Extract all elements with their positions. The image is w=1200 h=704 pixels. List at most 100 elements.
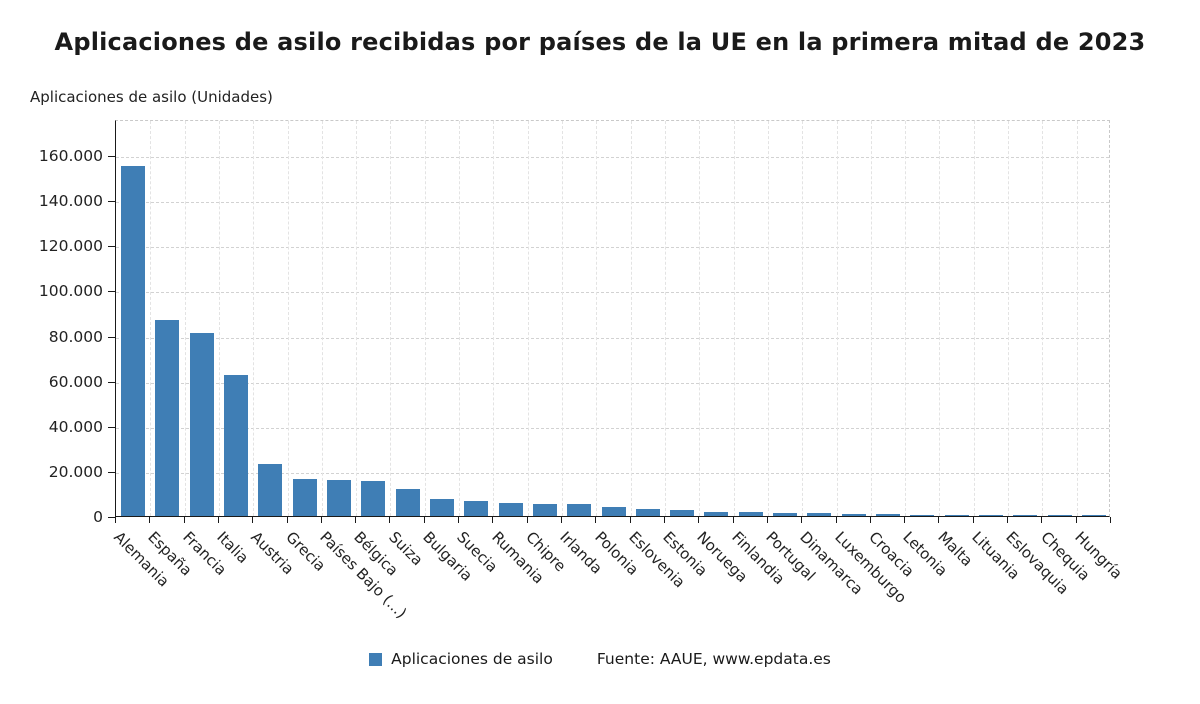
- x-tick-mark: [732, 517, 734, 523]
- gridline: [905, 121, 907, 516]
- bar-Dinamarca: [807, 513, 832, 516]
- gridline: [802, 121, 804, 516]
- gridline: [1076, 121, 1078, 516]
- x-tick-mark: [389, 517, 391, 523]
- y-tick-label: 100.000: [38, 282, 103, 301]
- bar-Suiza: [395, 489, 420, 516]
- gridline: [767, 121, 769, 516]
- x-tick-mark: [252, 517, 254, 523]
- gridline: [836, 121, 838, 516]
- bar-Alemania: [121, 166, 146, 516]
- gridline: [116, 247, 1109, 249]
- gridline: [1008, 121, 1010, 516]
- bar-Hungría: [1081, 515, 1106, 516]
- gridline: [287, 121, 289, 516]
- gridline: [939, 121, 941, 516]
- chart-footer: Aplicaciones de asilo Fuente: AAUE, www.…: [0, 650, 1200, 668]
- gridline: [116, 427, 1109, 429]
- y-tick-label: 0: [93, 508, 103, 526]
- x-tick-mark: [904, 517, 906, 523]
- gridline: [253, 121, 255, 516]
- y-tick-label: 20.000: [48, 462, 103, 481]
- gridline: [116, 472, 1109, 474]
- plot-area: [115, 120, 1110, 517]
- y-tick-label: 60.000: [48, 372, 103, 391]
- x-tick-mark: [217, 517, 219, 523]
- y-tick-mark: [108, 381, 115, 383]
- gridline: [1042, 121, 1044, 516]
- bar-Portugal: [773, 513, 798, 516]
- gridline: [116, 337, 1109, 339]
- gridline: [596, 121, 598, 516]
- bar-España: [155, 320, 180, 516]
- gridline: [699, 121, 701, 516]
- bar-Suecia: [464, 501, 489, 516]
- x-tick-mark: [458, 517, 460, 523]
- bar-Austria: [258, 464, 283, 516]
- gridline: [116, 202, 1109, 204]
- bar-Malta: [944, 515, 969, 516]
- x-axis-labels: Alemania España Francia Italia Austria Grecia…: [110, 518, 1125, 643]
- x-tick-mark: [1075, 517, 1077, 523]
- y-tick-mark: [108, 156, 115, 158]
- gridline: [356, 121, 358, 516]
- x-tick-mark: [1110, 517, 1111, 523]
- x-tick-mark: [355, 517, 357, 523]
- y-tick-mark: [108, 426, 115, 428]
- x-tick-mark: [561, 517, 563, 523]
- y-tick-mark: [108, 336, 115, 338]
- gridline: [733, 121, 735, 516]
- y-tick-mark: [108, 201, 115, 203]
- x-tick-mark: [1007, 517, 1009, 523]
- source-text: Fuente: AAUE, www.epdata.es: [596, 650, 831, 668]
- legend-swatch: [369, 652, 383, 666]
- legend-label: Aplicaciones de asilo: [391, 650, 553, 668]
- gridline: [870, 121, 872, 516]
- gridline: [630, 121, 632, 516]
- gridline: [116, 157, 1109, 159]
- y-tick-label: 40.000: [48, 417, 103, 436]
- x-tick-mark: [698, 517, 700, 523]
- gridline: [116, 382, 1109, 384]
- y-tick-label: 160.000: [38, 147, 103, 166]
- x-tick-mark: [766, 517, 768, 523]
- bar-Polonia: [601, 507, 626, 516]
- bar-Eslovaquia: [1013, 515, 1038, 516]
- y-tick-label: 120.000: [38, 237, 103, 256]
- x-tick-mark: [938, 517, 940, 523]
- x-tick-mark: [149, 517, 151, 523]
- bar-Chequia: [1047, 515, 1072, 516]
- gridline: [184, 121, 186, 516]
- bar-Francia: [189, 333, 214, 516]
- y-axis: 0 20.000 40.000 60.000 80.000 100.000 120.000 1…: [0, 120, 103, 526]
- y-tick-label: 80.000: [48, 327, 103, 346]
- bar-Finlandia: [738, 512, 763, 516]
- chart-title: Aplicaciones de asilo recibidas por país…: [54, 28, 1146, 56]
- x-tick-mark: [663, 517, 665, 523]
- bar-Bulgaria: [429, 499, 454, 516]
- x-tick-mark: [972, 517, 974, 523]
- bar-Rumania: [498, 503, 523, 516]
- bar-Irlanda: [567, 504, 592, 516]
- y-axis-unit-label: Aplicaciones de asilo (Unidades): [30, 88, 273, 106]
- y-tick-mark: [108, 246, 115, 248]
- gridline: [424, 121, 426, 516]
- gridline: [321, 121, 323, 516]
- y-tick-mark: [108, 517, 115, 518]
- x-tick-mark: [629, 517, 631, 523]
- gridline: [390, 121, 392, 516]
- gridline: [973, 121, 975, 516]
- gridline: [562, 121, 564, 516]
- bar-Noruega: [704, 512, 729, 516]
- x-tick-mark: [423, 517, 425, 523]
- bar-Grecia: [292, 479, 317, 516]
- gridline: [493, 121, 495, 516]
- bar-Países Bajo (...): [327, 480, 352, 516]
- gridline: [459, 121, 461, 516]
- bar-Letonia: [910, 515, 935, 516]
- bar-Luxemburgo: [841, 514, 866, 516]
- gridline: [218, 121, 220, 516]
- y-tick-mark: [108, 291, 115, 293]
- bar-Chipre: [532, 504, 557, 516]
- x-tick-mark: [1041, 517, 1043, 523]
